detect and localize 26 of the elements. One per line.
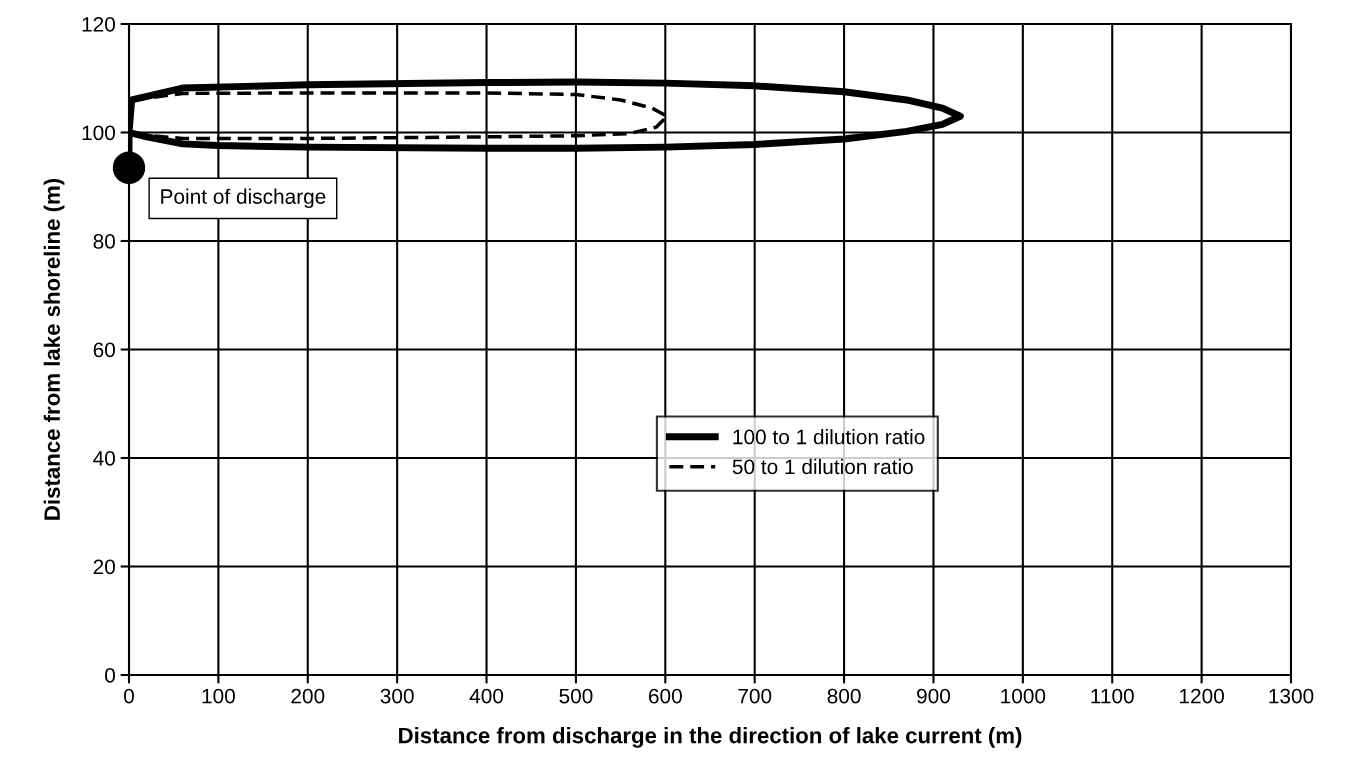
x-tick-label: 700 bbox=[738, 688, 772, 704]
x-tick-label: 600 bbox=[648, 688, 682, 704]
x-tick-label: 100 bbox=[202, 688, 235, 704]
y-tick-label: 40 bbox=[93, 451, 115, 466]
y-axis-title: Distance from lake shoreline (m) bbox=[43, 178, 65, 520]
y-tick-label: 80 bbox=[93, 234, 115, 249]
x-tick-label: 900 bbox=[917, 688, 951, 704]
x-tick-label: 1100 bbox=[1091, 688, 1134, 704]
y-tick-label: 60 bbox=[93, 342, 115, 358]
y-tick-label: 100 bbox=[82, 125, 115, 141]
x-tick-label: 500 bbox=[559, 688, 593, 704]
x-tick-label: 200 bbox=[291, 688, 325, 704]
x-axis-title: Distance from discharge in the direction of lake current (m) bbox=[399, 727, 1022, 748]
x-tick-label: 300 bbox=[380, 688, 414, 704]
legend-label: 50 to 1 dilution ratio bbox=[732, 458, 913, 475]
y-tick-label: 20 bbox=[93, 559, 115, 575]
x-tick-label: 1300 bbox=[1269, 688, 1314, 704]
legend-label: 100 to 1 dilution ratio bbox=[733, 429, 925, 445]
annotation: Point of discharge bbox=[161, 188, 326, 209]
x-tick-label: 0 bbox=[124, 688, 134, 704]
x-tick-label: 800 bbox=[827, 688, 861, 704]
y-tick-label: 0 bbox=[105, 668, 115, 683]
y-tick-label: 120 bbox=[82, 17, 115, 32]
x-tick-label: 400 bbox=[469, 688, 504, 704]
x-tick-label: 1200 bbox=[1180, 688, 1224, 704]
x-tick-label: 1000 bbox=[1001, 688, 1046, 704]
